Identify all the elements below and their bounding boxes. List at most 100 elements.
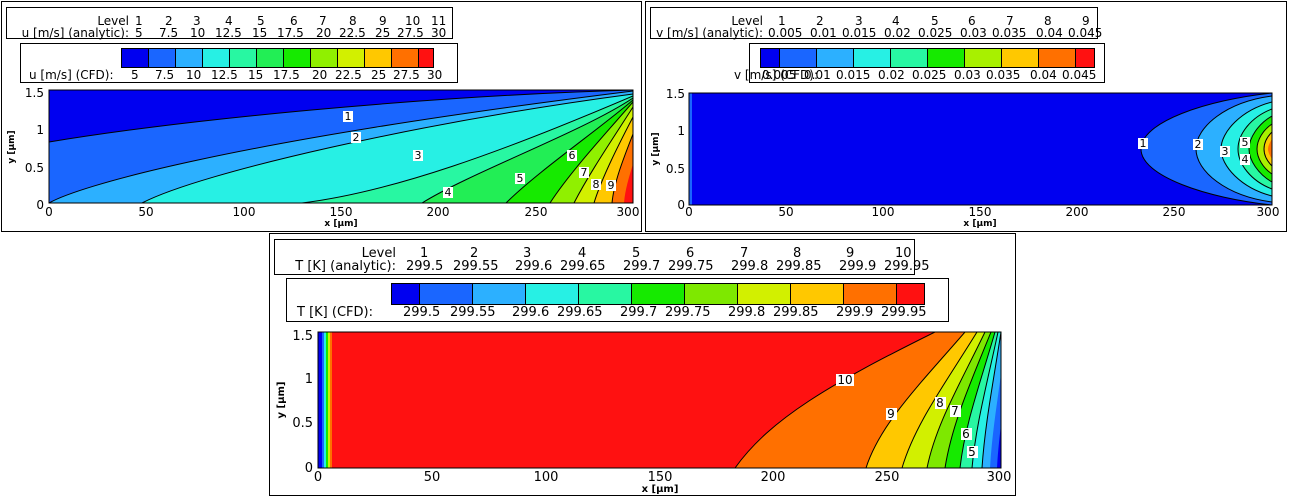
svg-text:8: 8 — [936, 396, 944, 410]
legend-value: 0.045 — [1062, 68, 1097, 82]
x-tick-label: 100 — [872, 205, 895, 219]
legend-level: 1 — [778, 14, 786, 28]
colorbar-swatch — [257, 49, 284, 67]
legend-value: 0.025 — [912, 68, 947, 82]
contour-label: 2 — [1193, 138, 1203, 151]
y-tick-label: 1.5 — [25, 86, 44, 100]
colorbar-swatch — [738, 284, 791, 304]
legend-value: 12.5 — [211, 68, 238, 82]
v-velocity-panel: Level v [m/s] (analytic): 1 2 3 4 5 6 7 … — [645, 1, 1287, 232]
legend-value: 299.55 — [450, 305, 496, 320]
legend-level: 9 — [1082, 14, 1090, 28]
svg-text:7: 7 — [951, 404, 959, 418]
legend-level: 8 — [793, 246, 802, 261]
legend-value: 299.65 — [560, 259, 606, 274]
legend-level-label: Level — [361, 246, 396, 261]
legend-level: 6 — [686, 246, 695, 261]
legend-analytic-label: T [K] (analytic): — [295, 259, 396, 274]
svg-text:6: 6 — [962, 427, 970, 441]
contour-band — [330, 332, 332, 468]
x-tick-label: 300 — [1257, 205, 1280, 219]
legend-level: 2 — [816, 14, 824, 28]
contour-label: 9 — [886, 407, 897, 421]
contour-line — [611, 133, 633, 203]
contour-line — [49, 90, 633, 203]
analytic-legend: Level T [K] (analytic): 1 2 3 4 5 6 7 8 … — [274, 239, 930, 275]
contour-line — [1248, 115, 1272, 183]
contour-lines — [49, 90, 633, 203]
colorbar-swatch — [392, 284, 420, 304]
legend-value: 10 — [190, 26, 206, 40]
legend-level: 5 — [632, 246, 641, 261]
legend-value: 12.5 — [215, 26, 242, 40]
legend-value: 27.5 — [397, 26, 424, 40]
x-tick-labels: 0 50 100 150 200 250 300 — [685, 205, 1279, 219]
svg-text:1: 1 — [1140, 137, 1147, 150]
colorbar-swatch — [844, 284, 897, 304]
contour-line — [734, 332, 936, 468]
legend-value: 299.85 — [773, 305, 819, 320]
legend-level: 7 — [319, 14, 327, 28]
contour-label: 9 — [606, 179, 616, 192]
colorbar-swatch — [176, 49, 203, 67]
legend-level: 6 — [290, 14, 298, 28]
colorbar — [391, 283, 925, 305]
legend-value: 299.8 — [731, 259, 769, 274]
x-tick-label: 50 — [778, 205, 793, 219]
colorbar-swatch — [1039, 49, 1076, 67]
temperature-contour-plot: 10 9 8 7 6 5 1.5 1 0.5 0 0 50 100 150 20… — [276, 329, 1012, 495]
legend-value: 0.02 — [878, 68, 905, 82]
x-tick-label: 0 — [314, 470, 322, 485]
contour-label: 4 — [443, 186, 453, 199]
x-tick-label: 250 — [1163, 205, 1186, 219]
svg-text:1: 1 — [345, 110, 352, 123]
contour-band — [322, 332, 324, 468]
contour-labels: 1 2 3 4 5 6 7 8 9 — [343, 110, 616, 199]
colorbar-swatch — [632, 284, 685, 304]
legend-value: 0.005 — [768, 26, 803, 40]
legend-value: 0.04 — [1036, 26, 1063, 40]
legend-value: 299.9 — [839, 259, 877, 274]
colorbar-swatch — [1076, 49, 1094, 67]
legend-level: 4 — [892, 14, 900, 28]
contour-band — [624, 164, 633, 203]
x-axis-label: x [μm] — [324, 219, 357, 229]
y-tick-labels: 1.5 1 0.5 0 — [292, 329, 313, 476]
y-tick-label: 0 — [677, 198, 685, 212]
legend-value: 0.04 — [1030, 68, 1057, 82]
contour-band — [326, 332, 328, 468]
cfd-legend: T [K] (CFD): 299.5 299.55 299.6 299.65 2… — [286, 278, 949, 322]
x-axis-label: x [μm] — [963, 219, 996, 229]
svg-text:4: 4 — [1242, 153, 1249, 166]
y-tick-label: 0 — [305, 461, 313, 476]
legend-value: 299.9 — [836, 305, 874, 320]
svg-text:2: 2 — [353, 131, 360, 144]
colorbar-swatch — [579, 284, 632, 304]
contour-label: 5 — [1240, 136, 1250, 149]
contour-label: 4 — [1240, 153, 1250, 166]
colorbar-swatch — [965, 49, 1002, 67]
x-tick-label: 300 — [987, 470, 1012, 485]
legend-value: 15 — [252, 26, 268, 40]
contour-line — [593, 116, 633, 203]
legend-value: 299.8 — [728, 305, 766, 320]
y-tick-label: 0 — [36, 198, 44, 212]
v-contour-plot: 1 2 3 4 5 1.5 1 0.5 0 0 50 100 150 200 2… — [651, 87, 1279, 229]
legend-value: 0.035 — [986, 68, 1021, 82]
legend-level: 10 — [895, 246, 912, 261]
x-tick-label: 150 — [330, 205, 353, 219]
x-tick-label: 0 — [685, 205, 693, 219]
contour-band — [1268, 139, 1272, 159]
contour-labels: 10 9 8 7 6 5 — [836, 373, 978, 459]
contour-band — [997, 424, 1001, 468]
contour-label: 6 — [961, 427, 972, 441]
legend-level: 4 — [225, 14, 233, 28]
legend-level: 9 — [846, 246, 855, 261]
contour-band — [689, 93, 692, 205]
x-tick-label: 150 — [969, 205, 992, 219]
cfd-legend: v [m/s] (CFD): 0.005 0.01 0.015 0.02 0.0… — [734, 43, 1105, 83]
legend-value: 20 — [312, 68, 328, 82]
plot-frame — [317, 331, 1002, 469]
legend-value: 27.5 — [393, 68, 420, 82]
legend-value: 0.015 — [842, 26, 877, 40]
